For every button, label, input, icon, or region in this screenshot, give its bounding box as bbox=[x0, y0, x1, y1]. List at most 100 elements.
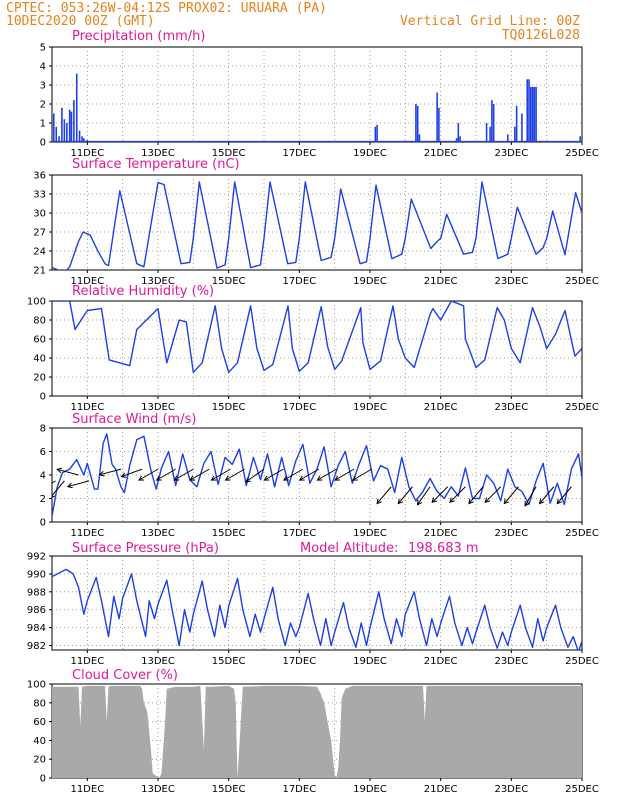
y-tick-label: 0 bbox=[40, 138, 46, 149]
precipitation-bar bbox=[78, 130, 81, 142]
x-tick-label: 25DEC bbox=[565, 656, 599, 667]
wind-arrow-shaft bbox=[99, 468, 122, 476]
wind-arrow-shaft bbox=[211, 468, 231, 481]
series-line bbox=[52, 433, 582, 517]
x-tick-label: 13DEC bbox=[141, 656, 175, 667]
x-tick-label: 19DEC bbox=[353, 656, 387, 667]
series-group bbox=[52, 568, 582, 650]
precipitation-bar bbox=[415, 104, 417, 142]
y-tick-label: 6 bbox=[40, 447, 46, 458]
series-line bbox=[52, 301, 582, 373]
x-tick-label: 13DEC bbox=[141, 784, 175, 795]
wind-arrow-head bbox=[245, 477, 252, 483]
wind-arrow-shaft bbox=[245, 468, 265, 483]
y-tick-label: 988 bbox=[27, 587, 46, 598]
wind-arrow-shaft bbox=[225, 468, 245, 481]
series-group bbox=[52, 301, 582, 373]
precipitation-bar bbox=[507, 134, 509, 142]
wind-arrow-shaft bbox=[334, 468, 355, 481]
wind-arrow-head bbox=[224, 475, 231, 481]
y-tick-label: 2 bbox=[40, 100, 46, 111]
wind-arrow-shaft bbox=[52, 480, 56, 484]
precipitation-bar bbox=[528, 79, 530, 142]
wind-arrow-head bbox=[556, 498, 563, 505]
x-tick-label: 11DEC bbox=[70, 784, 104, 795]
wind-arrow-shaft bbox=[52, 480, 65, 497]
precipitation-bar bbox=[485, 123, 488, 142]
y-tick-label: 3 bbox=[40, 81, 46, 92]
y-tick-label: 80 bbox=[33, 698, 46, 709]
series-line bbox=[52, 181, 582, 270]
wind-arrow-shaft bbox=[376, 486, 392, 504]
wind-arrow-shaft bbox=[539, 486, 555, 504]
precipitation-bar bbox=[70, 111, 73, 142]
wind-arrow-head bbox=[484, 497, 491, 504]
x-tick-label: 21DEC bbox=[424, 656, 458, 667]
precipitation-bar bbox=[75, 73, 78, 142]
x-tick-label: 23DEC bbox=[494, 276, 528, 287]
wind-arrow-head bbox=[98, 471, 105, 477]
wind-arrow-shaft bbox=[156, 468, 176, 481]
x-tick-label: 19DEC bbox=[353, 148, 387, 159]
x-tick-label: 11DEC bbox=[70, 528, 104, 539]
wind-panel: Surface Wind (m/s) 0 2 4 6 8 11DEC 13DEC 15DEC 1… bbox=[40, 412, 599, 539]
y-tick-label: 982 bbox=[27, 641, 46, 652]
precipitation-bar bbox=[521, 113, 523, 142]
x-tick-label: 11DEC bbox=[70, 656, 104, 667]
wind-arrow-shaft bbox=[524, 486, 537, 507]
precipitation-panel: Precipitation (mm/h) 0 1 2 3 4 5 11DEC 13DEC 15D… bbox=[40, 29, 599, 159]
y-tick-label: 20 bbox=[33, 373, 46, 384]
wind-arrow-head bbox=[120, 472, 127, 478]
plot-frame bbox=[51, 555, 583, 651]
precipitation-bar bbox=[66, 123, 68, 142]
wind-arrow-shaft bbox=[189, 468, 210, 481]
series-group bbox=[52, 73, 582, 142]
precipitation-bar bbox=[457, 123, 460, 142]
precipitation-bar bbox=[489, 126, 491, 142]
cloud-cover-panel: Cloud Cover (%) 0 20 40 60 80 100 11DEC 13DEC 15… bbox=[27, 668, 599, 795]
wind-arrow-shaft bbox=[417, 486, 431, 506]
model-altitude-value: 198.683 m bbox=[408, 541, 479, 556]
y-tick-label: 27 bbox=[33, 228, 46, 239]
precipitation-bar bbox=[68, 109, 71, 142]
wind-arrow-shaft bbox=[556, 486, 572, 504]
wind-arrow-shaft bbox=[484, 486, 502, 503]
precipitation-bar bbox=[455, 138, 458, 142]
x-tick-label: 25DEC bbox=[565, 402, 599, 413]
x-tick-label: 15DEC bbox=[212, 784, 246, 795]
precipitation-bar bbox=[63, 119, 66, 142]
y-tick-label: 100 bbox=[27, 680, 46, 691]
wind-arrow-head bbox=[431, 497, 438, 504]
y-tick-label: 0 bbox=[40, 518, 46, 529]
x-tick-label: 17DEC bbox=[282, 276, 316, 287]
x-tick-label: 23DEC bbox=[494, 784, 528, 795]
x-tick-label: 25DEC bbox=[565, 148, 599, 159]
plot-frame bbox=[51, 300, 583, 397]
wind-arrow-head bbox=[155, 475, 162, 481]
y-tick-label: 40 bbox=[33, 354, 46, 365]
pressure-title: Surface Pressure (hPa) bbox=[72, 541, 219, 556]
wind-arrow-head bbox=[316, 475, 323, 481]
wind-arrow-head bbox=[298, 475, 305, 481]
wind-arrow-head bbox=[524, 500, 530, 507]
y-tick-label: 21 bbox=[33, 266, 46, 277]
x-tick-label: 15DEC bbox=[212, 276, 246, 287]
x-tick-label: 15DEC bbox=[212, 528, 246, 539]
x-tick-label: 11DEC bbox=[70, 148, 104, 159]
x-tick-label: 17DEC bbox=[282, 148, 316, 159]
y-tick-label: 0 bbox=[40, 392, 46, 403]
y-tick-label: 5 bbox=[40, 43, 46, 54]
wind-arrow-shaft bbox=[431, 486, 449, 503]
wind-arrow-head bbox=[334, 475, 341, 481]
x-tick-label: 23DEC bbox=[494, 148, 528, 159]
x-tick-label: 11DEC bbox=[70, 276, 104, 287]
x-tick-label: 15DEC bbox=[212, 148, 246, 159]
wind-arrow-head bbox=[416, 499, 423, 506]
y-tick-label: 60 bbox=[33, 717, 46, 728]
precipitation-bar bbox=[61, 107, 63, 142]
temperature-panel: Surface Temperature (nC) 21 24 27 30 33 36 11D… bbox=[33, 157, 599, 287]
model-altitude-label: Model Altitude: bbox=[300, 541, 398, 556]
humidity-title: Relative Humidity (%) bbox=[72, 284, 214, 299]
plot-frame bbox=[51, 174, 583, 271]
precipitation-bar bbox=[515, 105, 518, 142]
